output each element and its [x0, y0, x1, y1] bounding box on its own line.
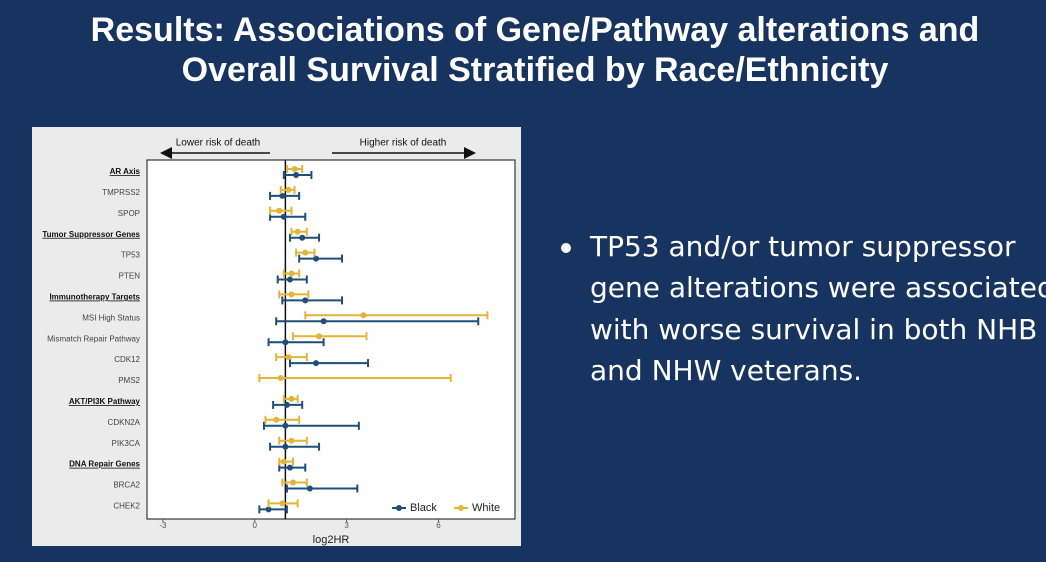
category-label: Mismatch Repair Pathway — [47, 334, 140, 343]
group-header: AR Axis — [110, 167, 141, 176]
x-tick-label: -3 — [159, 521, 167, 530]
point — [312, 255, 319, 262]
category-label: TP53 — [121, 251, 141, 260]
point — [280, 458, 287, 465]
point — [288, 270, 295, 277]
bullet-text: with worse survival in both NHB — [590, 313, 1037, 346]
category-label: CHEK2 — [113, 502, 140, 511]
category-label: CDKN2A — [108, 418, 141, 427]
bullet-text: and NHW veterans. — [590, 354, 862, 387]
category-label: MSI High Status — [82, 313, 140, 322]
x-axis-label: log2HR — [313, 534, 350, 546]
point — [280, 213, 287, 220]
legend-marker — [396, 505, 402, 511]
annotation: Higher risk of death — [360, 138, 447, 149]
point — [288, 291, 295, 298]
point — [265, 506, 272, 513]
point — [273, 416, 280, 423]
legend-marker — [458, 505, 464, 511]
point — [279, 500, 286, 507]
legend-label: Black — [410, 502, 437, 514]
point — [283, 401, 290, 408]
group-header: DNA Repair Genes — [69, 460, 140, 469]
category-label: PTEN — [119, 272, 141, 281]
point — [302, 249, 309, 256]
category-label: BRCA2 — [113, 481, 140, 490]
plot-panel — [146, 159, 516, 520]
point — [288, 395, 295, 402]
legend-label: White — [472, 502, 500, 514]
point — [282, 422, 289, 429]
point — [291, 166, 298, 172]
x-tick-label: 6 — [436, 521, 441, 530]
point — [282, 339, 289, 346]
x-tick-label: 0 — [253, 521, 258, 530]
category-label: SPOP — [118, 209, 140, 218]
point — [277, 375, 284, 381]
category-label: TMPRSS2 — [102, 188, 140, 197]
group-header: Immunotherapy Targets — [49, 293, 140, 302]
point — [276, 207, 283, 214]
point — [294, 228, 301, 235]
point — [320, 318, 327, 325]
slide-title: Results: Associations of Gene/Pathway al… — [91, 11, 980, 49]
bullet-text: gene alterations were associated — [590, 271, 1046, 304]
point — [290, 479, 297, 486]
category-label: CDK12 — [114, 355, 140, 364]
point — [302, 297, 309, 304]
point — [286, 464, 293, 471]
point — [360, 312, 367, 319]
x-tick-label: 3 — [344, 521, 349, 530]
category-label: PIK3CA — [112, 439, 141, 448]
point — [288, 437, 295, 444]
point — [299, 234, 306, 241]
group-header: Tumor Suppressor Genes — [42, 230, 140, 239]
category-label: PMS2 — [118, 376, 140, 385]
point — [285, 186, 292, 193]
point — [306, 485, 313, 492]
bullet-text: TP53 and/or tumor suppressor — [589, 230, 1016, 263]
bullet-dot — [561, 243, 571, 253]
slide-title: Overall Survival Stratified by Race/Ethn… — [182, 51, 889, 89]
point — [279, 192, 286, 199]
point — [286, 276, 293, 283]
annotation: Lower risk of death — [176, 138, 261, 149]
point — [312, 360, 319, 367]
point — [293, 172, 300, 178]
point — [285, 354, 292, 361]
point — [316, 333, 323, 340]
group-header: AKT/PI3K Pathway — [69, 397, 141, 406]
point — [282, 443, 289, 450]
